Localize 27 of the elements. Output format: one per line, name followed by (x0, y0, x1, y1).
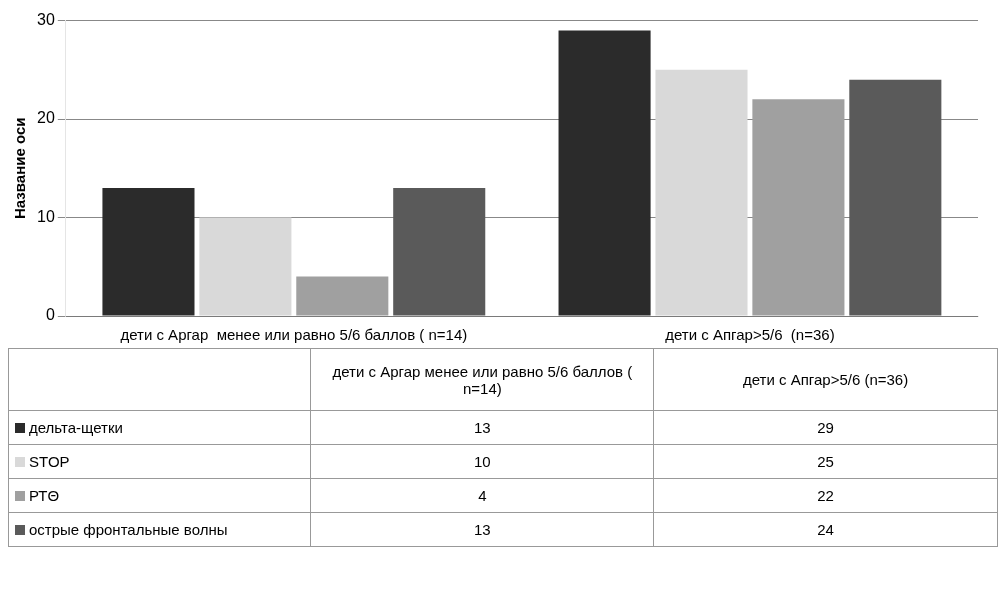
data-label: 4 (310, 478, 654, 513)
data-label: 25 (653, 444, 998, 479)
category-label: дети с Апгар>5/6 (n=36) (743, 371, 909, 388)
bar (655, 69, 748, 316)
bar (558, 30, 651, 316)
bar (393, 187, 486, 316)
y-tick-label: 10 (37, 207, 55, 225)
y-tick-label: 30 (37, 11, 55, 29)
y-axis-title: Название оси (11, 117, 29, 220)
data-label: 24 (653, 512, 998, 547)
legend-label: острые фронтальные волны (8, 512, 311, 547)
bar (199, 217, 292, 316)
data-label: 13 (310, 512, 654, 547)
data-label: 10 (310, 444, 654, 479)
category-label: дети с Аргар менее или равно 5/6 баллов ( n=14) (332, 362, 633, 397)
bar (102, 187, 195, 316)
bar (296, 276, 389, 316)
bar (849, 79, 942, 316)
data-label: 13 (310, 410, 654, 445)
legend-label: STOP (8, 444, 311, 479)
bar (752, 99, 845, 316)
data-label: 29 (653, 410, 998, 445)
legend-label: РТΘ (8, 478, 311, 513)
y-tick-label: 20 (37, 109, 55, 127)
legend-label: дельта-щетки (8, 410, 311, 445)
y-tick-label: 0 (45, 306, 55, 324)
data-label: 22 (653, 478, 998, 513)
